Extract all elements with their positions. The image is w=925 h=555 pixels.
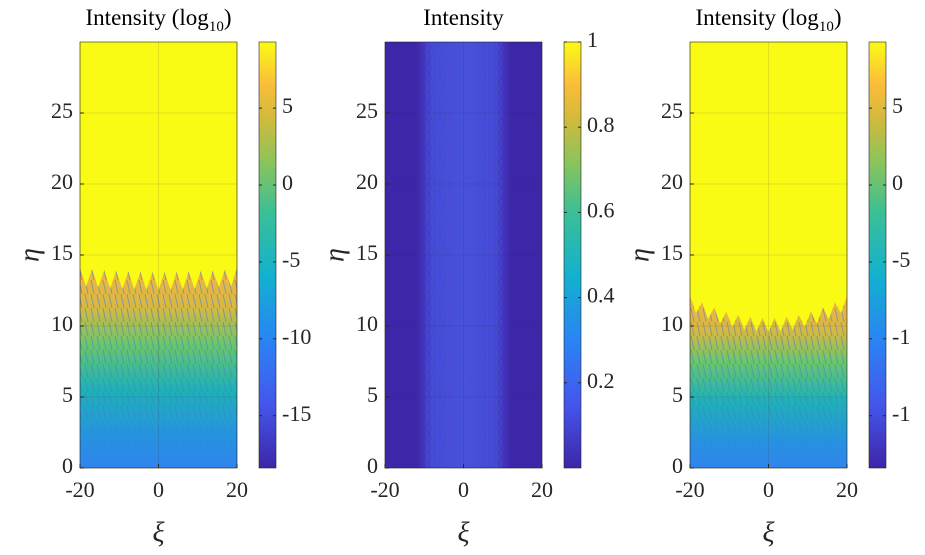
y-axis-label: η	[624, 248, 655, 262]
colorbar	[563, 41, 582, 469]
y-tick-label: 15	[51, 240, 73, 265]
colorbar-tick-label: -15	[282, 401, 311, 426]
y-tick-label: 25	[356, 98, 378, 123]
x-tick-label: 20	[836, 477, 858, 502]
y-tick-label: 0	[367, 453, 378, 478]
x-tick-label: 0	[458, 477, 469, 502]
y-tick-label: 0	[672, 453, 683, 478]
x-tick-label: 0	[153, 477, 164, 502]
colorbar-tick-label: 0.2	[587, 368, 615, 393]
colorbar	[258, 41, 277, 469]
field-texture	[80, 268, 237, 468]
colorbar-tick-label: -10	[282, 324, 311, 349]
chart-title: Intensity (log10)	[696, 5, 842, 35]
x-axis-label: ξ	[763, 517, 775, 548]
y-tick-label: 5	[367, 382, 378, 407]
colorbar-tick-label: 0	[282, 170, 293, 195]
x-tick-label: -20	[370, 477, 399, 502]
title-part: )	[834, 5, 842, 30]
x-tick-label: 0	[763, 477, 774, 502]
chart-title: Intensity (log10)	[86, 5, 232, 35]
colorbar-tick-label: -1	[892, 401, 910, 426]
axes-frame	[79, 41, 238, 469]
colorbar-tick-label: 0	[892, 170, 903, 195]
y-tick-label: 15	[356, 240, 378, 265]
axes-frame	[689, 41, 848, 469]
title-part: 10	[209, 19, 224, 35]
x-tick-label: 20	[531, 477, 553, 502]
y-tick-label: 20	[661, 169, 683, 194]
x-tick-label: -20	[65, 477, 94, 502]
colorbar-tick-label: 1	[587, 27, 598, 52]
colorbar-tick-label: 0.8	[587, 112, 615, 137]
x-tick-label: -20	[675, 477, 704, 502]
y-axis-label: η	[14, 248, 45, 262]
chart-title: Intensity	[423, 5, 504, 30]
y-tick-label: 20	[356, 169, 378, 194]
title-part: Intensity	[423, 5, 504, 30]
x-tick-label: 20	[226, 477, 248, 502]
colorbar-tick-label: 5	[282, 93, 293, 118]
x-axis-label: ξ	[458, 517, 470, 548]
title-part: 10	[819, 19, 834, 35]
colorbar-tick-label: -5	[282, 247, 300, 272]
y-tick-label: 10	[51, 311, 73, 336]
y-tick-label: 0	[62, 453, 73, 478]
y-tick-label: 25	[661, 98, 683, 123]
colorbar-tick-label: 0.6	[587, 197, 615, 222]
y-tick-label: 5	[672, 382, 683, 407]
title-part: Intensity (log	[696, 5, 820, 30]
y-axis-label: η	[319, 248, 350, 262]
y-tick-label: 10	[356, 311, 378, 336]
axes-frame	[384, 41, 543, 469]
y-tick-label: 15	[661, 240, 683, 265]
field-texture	[690, 296, 847, 468]
title-part: )	[224, 5, 232, 30]
x-axis-label: ξ	[153, 517, 165, 548]
colorbar-tick-label: -5	[892, 247, 910, 272]
title-part: Intensity (log	[86, 5, 210, 30]
colorbar-tick-label: -1	[892, 324, 910, 349]
colorbar-tick-label: 5	[892, 93, 903, 118]
colorbar	[868, 41, 887, 469]
field-texture	[425, 42, 502, 468]
y-tick-label: 25	[51, 98, 73, 123]
y-tick-label: 10	[661, 311, 683, 336]
y-tick-label: 5	[62, 382, 73, 407]
y-tick-label: 20	[51, 169, 73, 194]
colorbar-tick-label: 0.4	[587, 283, 615, 308]
